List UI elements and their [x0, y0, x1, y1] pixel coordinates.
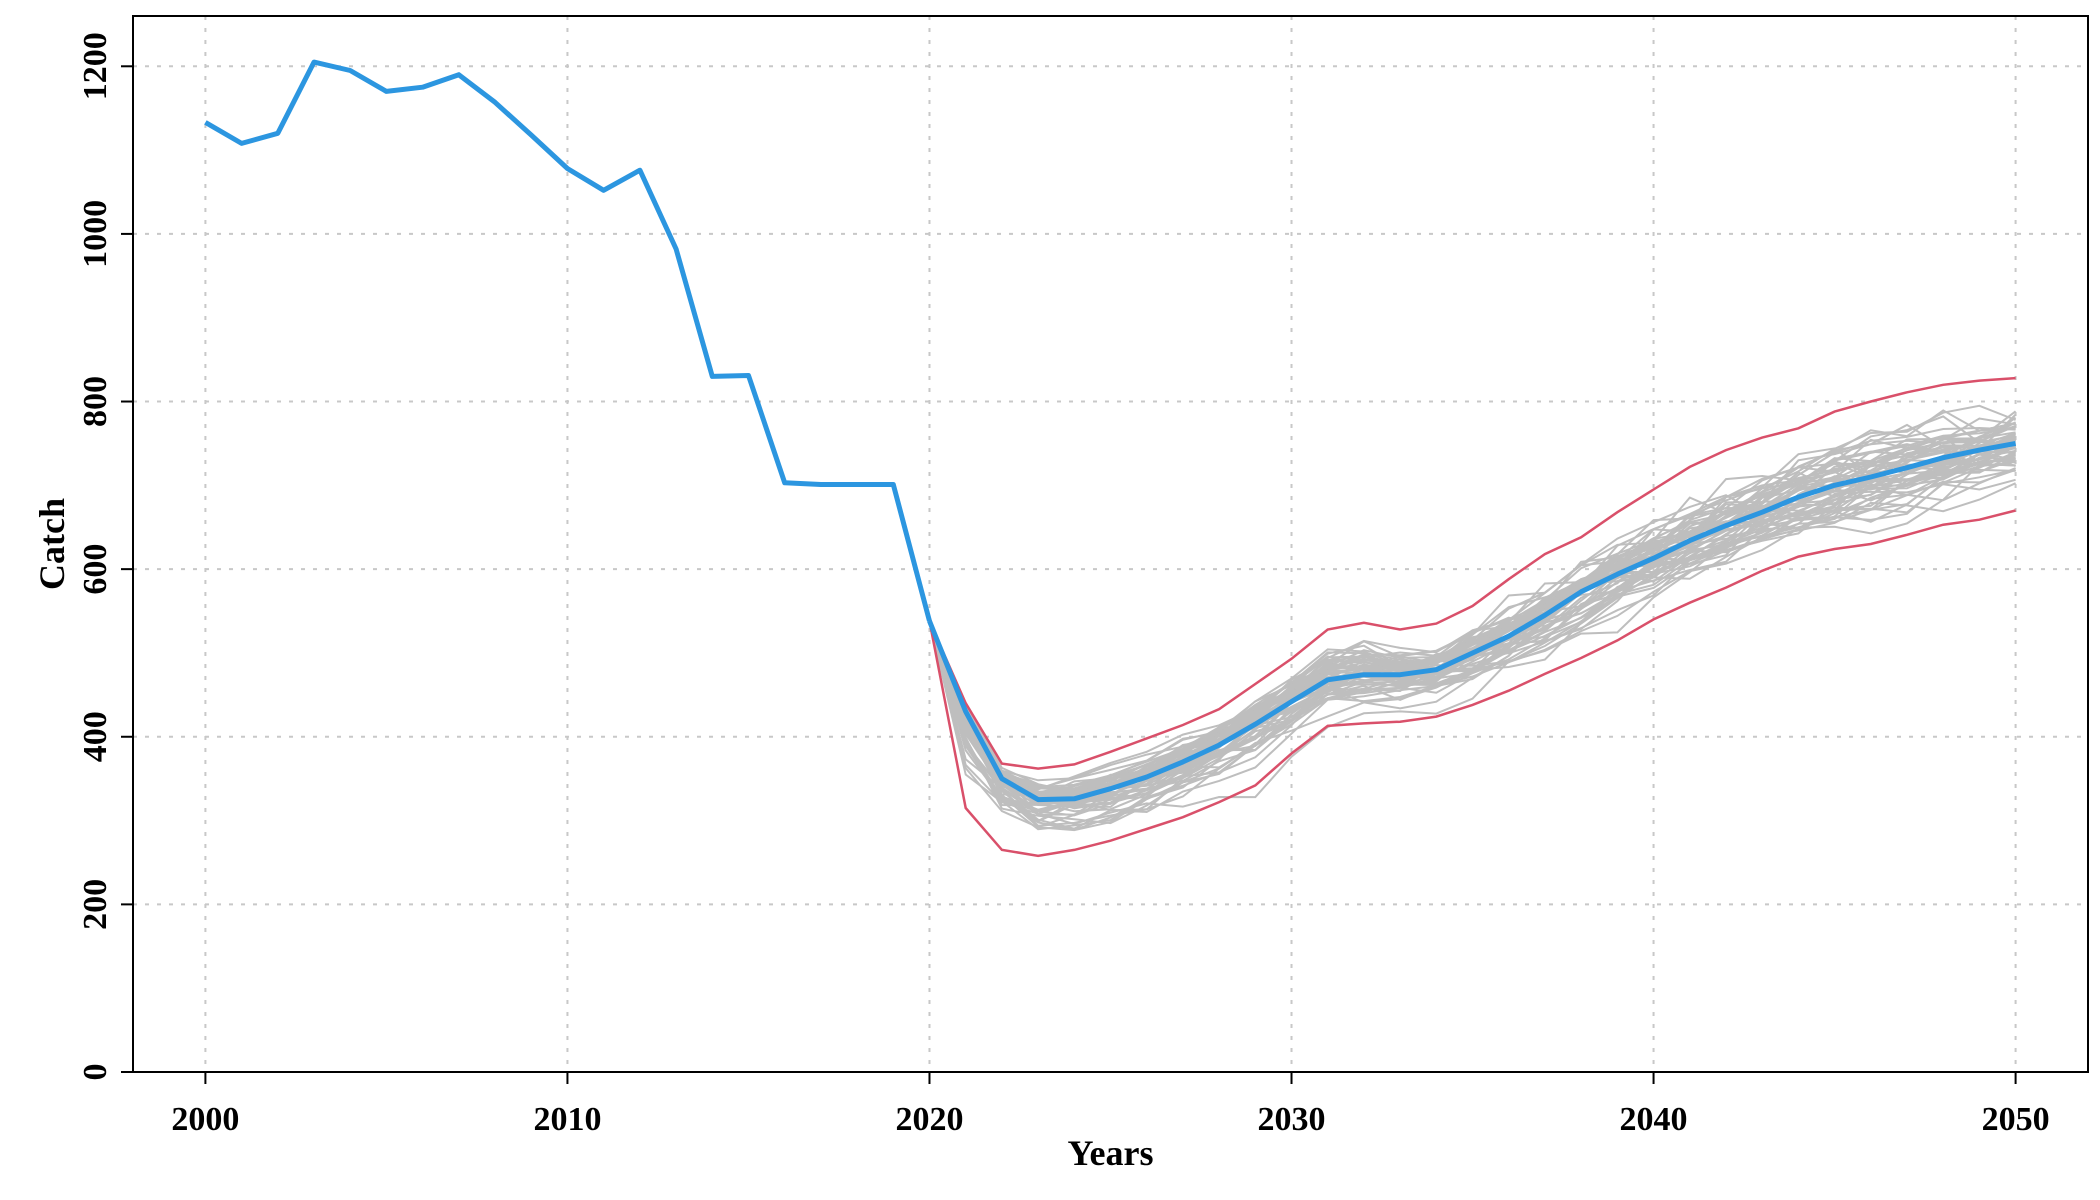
replicate-line — [928, 435, 2017, 801]
y-tick-label-1200: 1200 — [77, 32, 114, 100]
x-tick-label-2000: 2000 — [171, 1101, 239, 1138]
y-tick-label-800: 800 — [77, 376, 114, 427]
x-axis-tick-labels: 2000 2010 2020 2030 2040 2050 — [171, 1101, 2049, 1138]
replicate-line — [928, 410, 2017, 795]
y-tick-label-400: 400 — [77, 711, 114, 762]
plot-frame — [132, 15, 2089, 1073]
lower-interval-line — [928, 509, 2016, 858]
replicate-line — [928, 435, 2016, 808]
series-lines — [204, 59, 2017, 858]
replicate-line — [928, 454, 2016, 826]
replicate-line — [928, 458, 2016, 816]
x-tick-label-2030: 2030 — [1258, 1101, 1326, 1138]
y-tick-label-600: 600 — [77, 544, 114, 595]
y-tick-label-1000: 1000 — [77, 200, 114, 268]
replicate-line — [928, 445, 2016, 799]
axis-ticks — [121, 65, 2017, 1084]
y-tick-label-200: 200 — [77, 879, 114, 930]
x-tick-label-2040: 2040 — [1620, 1101, 1688, 1138]
x-axis-title: Years — [1068, 1133, 1154, 1173]
x-tick-label-2020: 2020 — [895, 1101, 963, 1138]
replicate-line — [928, 438, 2016, 805]
x-tick-label-2010: 2010 — [533, 1101, 601, 1138]
upper-interval-line — [928, 376, 2016, 770]
median-projection-line — [927, 440, 2017, 803]
historical-catch-line — [204, 59, 932, 622]
grid-lines — [133, 16, 2088, 1073]
replicate-lines — [928, 404, 2017, 832]
replicate-line — [928, 451, 2016, 805]
x-tick-label-2050: 2050 — [1982, 1101, 2050, 1138]
y-axis-title: Catch — [32, 498, 72, 590]
y-axis-tick-labels: 0 200 400 600 800 1000 1200 — [77, 32, 114, 1080]
replicate-line — [928, 449, 2016, 799]
y-tick-label-0: 0 — [77, 1064, 114, 1081]
